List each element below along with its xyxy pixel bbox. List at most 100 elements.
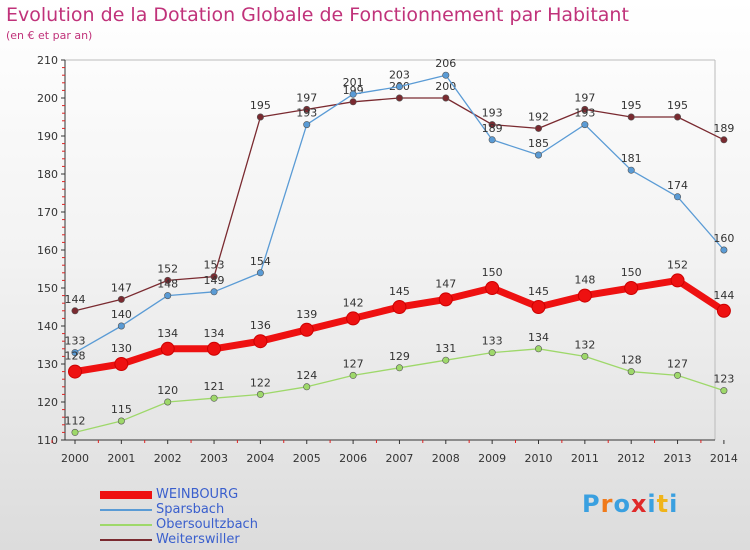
data-point-weinbourg bbox=[577, 288, 592, 303]
data-point-weiterswiller bbox=[395, 94, 403, 102]
data-label-obersoultzbach: 122 bbox=[250, 376, 271, 389]
data-label-obersoultzbach: 133 bbox=[482, 335, 503, 348]
y-tick-label: 140 bbox=[37, 320, 58, 333]
data-label-sparsbach: 154 bbox=[250, 255, 271, 268]
data-label-sparsbach: 203 bbox=[389, 69, 410, 82]
data-point-sparsbach bbox=[164, 292, 172, 300]
data-label-weinbourg: 152 bbox=[667, 258, 688, 271]
x-tick-label: 2010 bbox=[525, 452, 553, 465]
data-label-sparsbach: 206 bbox=[435, 57, 456, 70]
logo-letter: P bbox=[582, 490, 601, 518]
data-point-obersoultzbach bbox=[210, 394, 218, 402]
data-point-weinbourg bbox=[624, 281, 639, 295]
data-point-weiterswiller bbox=[488, 121, 496, 129]
data-label-weiterswiller: 197 bbox=[296, 91, 317, 104]
data-point-weiterswiller bbox=[674, 113, 682, 121]
legend-label: WEINBOURG bbox=[156, 487, 239, 502]
data-label-weiterswiller: 195 bbox=[621, 99, 642, 112]
x-tick-label: 2003 bbox=[200, 452, 228, 465]
data-label-weiterswiller: 152 bbox=[157, 262, 178, 275]
data-label-obersoultzbach: 129 bbox=[389, 350, 410, 363]
data-label-weiterswiller: 147 bbox=[111, 281, 132, 294]
data-label-obersoultzbach: 132 bbox=[574, 338, 595, 351]
data-point-obersoultzbach bbox=[71, 428, 79, 436]
y-tick-label: 190 bbox=[37, 130, 58, 143]
data-label-sparsbach: 133 bbox=[65, 335, 86, 348]
data-label-weinbourg: 130 bbox=[111, 342, 132, 355]
data-label-obersoultzbach: 121 bbox=[204, 380, 225, 393]
data-point-weinbourg bbox=[160, 341, 175, 356]
x-tick-label: 2005 bbox=[293, 452, 321, 465]
logo-letter: x bbox=[630, 490, 648, 518]
data-label-sparsbach: 193 bbox=[296, 107, 317, 120]
x-tick-label: 2013 bbox=[664, 452, 692, 465]
data-point-weinbourg bbox=[346, 311, 361, 326]
logo-letter: i bbox=[669, 490, 679, 518]
data-point-sparsbach bbox=[71, 349, 79, 357]
data-point-weinbourg bbox=[438, 292, 453, 307]
data-label-obersoultzbach: 124 bbox=[296, 369, 317, 382]
x-tick-label: 2002 bbox=[154, 452, 182, 465]
data-label-sparsbach: 181 bbox=[621, 152, 642, 165]
data-label-weinbourg: 134 bbox=[157, 327, 178, 340]
data-label-weiterswiller: 197 bbox=[574, 91, 595, 104]
data-point-sparsbach bbox=[395, 83, 403, 91]
data-label-sparsbach: 193 bbox=[574, 107, 595, 120]
data-point-weinbourg bbox=[114, 357, 129, 371]
data-point-obersoultzbach bbox=[349, 371, 357, 379]
x-tick-label: 2009 bbox=[478, 452, 506, 465]
chart-legend: WEINBOURG Sparsbach Obersoultzbach Weitersw… bbox=[100, 487, 258, 547]
data-point-obersoultzbach bbox=[488, 349, 496, 357]
data-point-weiterswiller bbox=[71, 307, 79, 315]
y-tick-label: 120 bbox=[37, 396, 58, 409]
data-point-weinbourg bbox=[299, 322, 314, 337]
data-point-weinbourg bbox=[392, 300, 407, 314]
data-label-weiterswiller: 192 bbox=[528, 110, 549, 123]
data-label-obersoultzbach: 120 bbox=[157, 384, 178, 397]
legend-label: Obersoultzbach bbox=[156, 517, 258, 532]
y-tick-label: 160 bbox=[37, 244, 58, 257]
legend-item-sparsbach: Sparsbach bbox=[100, 502, 258, 517]
data-point-obersoultzbach bbox=[674, 371, 682, 379]
data-point-obersoultzbach bbox=[627, 368, 635, 376]
data-point-sparsbach bbox=[117, 322, 125, 330]
y-tick-label: 170 bbox=[37, 206, 58, 219]
data-label-obersoultzbach: 127 bbox=[667, 357, 688, 370]
data-label-obersoultzbach: 115 bbox=[111, 403, 132, 416]
data-point-weinbourg bbox=[670, 273, 685, 288]
legend-swatch bbox=[100, 490, 152, 499]
data-label-weiterswiller: 195 bbox=[667, 99, 688, 112]
data-label-weinbourg: 148 bbox=[574, 274, 595, 287]
data-point-obersoultzbach bbox=[303, 383, 311, 391]
data-label-weinbourg: 128 bbox=[65, 350, 86, 363]
data-point-weiterswiller bbox=[117, 295, 125, 303]
data-label-weinbourg: 150 bbox=[621, 266, 642, 279]
data-label-weinbourg: 139 bbox=[296, 308, 317, 321]
data-point-sparsbach bbox=[256, 269, 264, 277]
x-tick-label: 2006 bbox=[339, 452, 367, 465]
data-label-obersoultzbach: 127 bbox=[343, 357, 364, 370]
data-point-sparsbach bbox=[210, 288, 218, 296]
data-point-weiterswiller bbox=[534, 124, 542, 132]
data-point-sparsbach bbox=[627, 166, 635, 174]
data-point-sparsbach bbox=[488, 136, 496, 144]
data-point-obersoultzbach bbox=[117, 417, 125, 425]
logo-letter: o bbox=[613, 490, 631, 518]
data-point-weinbourg bbox=[485, 281, 500, 295]
data-label-sparsbach: 174 bbox=[667, 179, 688, 192]
data-point-obersoultzbach bbox=[442, 356, 450, 364]
data-point-sparsbach bbox=[581, 121, 589, 129]
legend-item-weiterswiller: Weiterswiller bbox=[100, 532, 258, 547]
data-label-weinbourg: 150 bbox=[482, 266, 503, 279]
data-point-weiterswiller bbox=[303, 105, 311, 113]
data-point-weinbourg bbox=[531, 300, 546, 314]
x-tick-label: 2004 bbox=[246, 452, 274, 465]
logo-letter: r bbox=[600, 490, 614, 518]
data-label-weiterswiller: 144 bbox=[65, 293, 86, 306]
chart-title: Evolution de la Dotation Globale de Fonc… bbox=[6, 4, 629, 26]
data-point-obersoultzbach bbox=[395, 364, 403, 372]
y-tick-label: 180 bbox=[37, 168, 58, 181]
data-point-weinbourg bbox=[207, 341, 222, 356]
data-label-obersoultzbach: 123 bbox=[713, 373, 734, 386]
